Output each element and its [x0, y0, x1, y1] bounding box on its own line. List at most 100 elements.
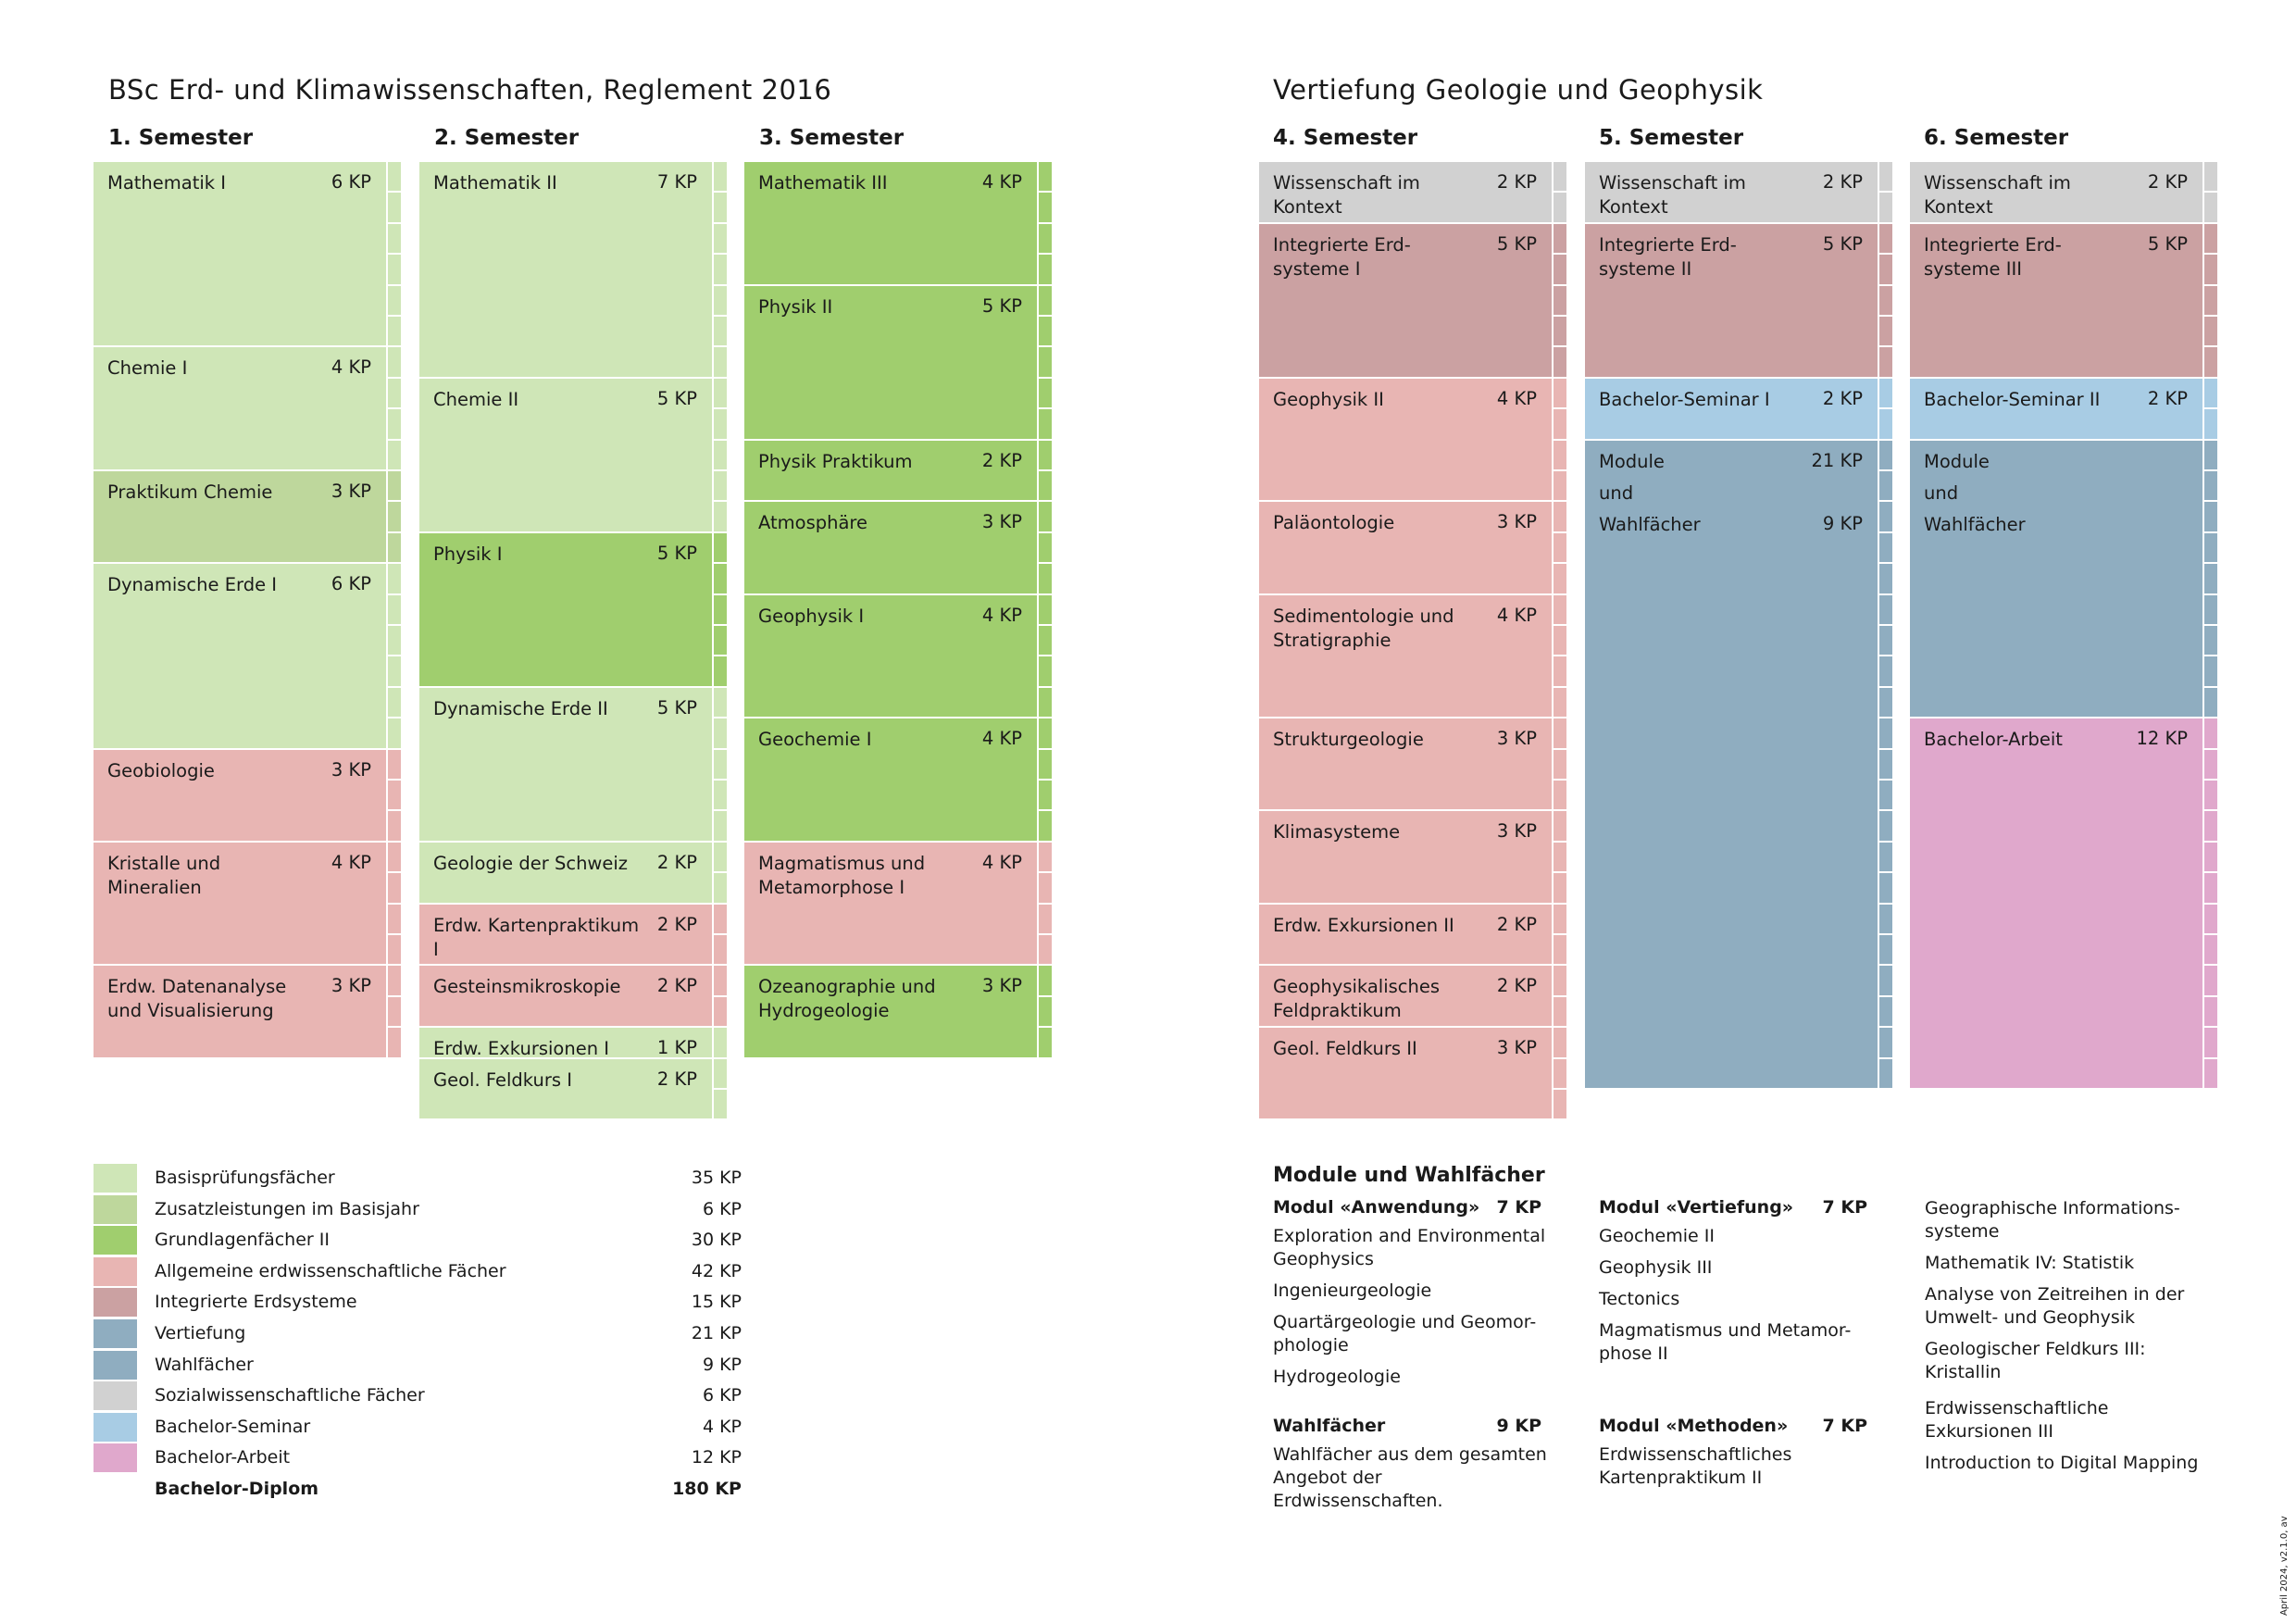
kp-unit-cell — [388, 626, 401, 657]
kp-unit-cell — [1879, 996, 1892, 1029]
legend-swatch — [94, 1319, 137, 1348]
course-name: Strukturgeologie — [1273, 729, 1424, 751]
course-block: Mathematik I 6 KP — [94, 162, 386, 348]
kp-unit-cell — [1879, 594, 1892, 626]
module-anwendung-kp: 7 KP — [1496, 1197, 1541, 1218]
kp-unit-cell — [1554, 687, 1566, 719]
kp-unit-cell — [714, 656, 727, 688]
course-name: Physik II — [758, 295, 833, 318]
course-name: Dynamische Erde I — [107, 574, 278, 596]
kp-unit-cell — [2204, 656, 2217, 688]
legend-label: Bachelor-Diplom — [155, 1479, 319, 1499]
kp-unit-cell — [2204, 471, 2217, 503]
kp-unit-cell — [1879, 842, 1892, 874]
kp-unit-cell — [1879, 440, 1892, 471]
course-block: Wissenschaft im Kontext 2 KP — [1910, 162, 2202, 224]
course-block: Erdw. Kartenpraktikum I 2 KP — [419, 904, 712, 967]
kp-unit-cell — [714, 347, 727, 379]
semester-header: 1. Semester — [108, 126, 254, 150]
course-kp: 5 KP — [1822, 232, 1863, 255]
course-block: Mathematik II 7 KP — [419, 162, 712, 379]
module-item: Erdwissenschaftliches Kartenpraktikum II — [1599, 1444, 1792, 1488]
course-kp: 4 KP — [981, 604, 1022, 626]
kp-unit-cell — [388, 656, 401, 688]
course-kp: 2 KP — [1496, 975, 1537, 997]
kp-unit-cell — [1879, 935, 1892, 967]
course-kp: 2 KP — [1496, 913, 1537, 935]
kp-unit-cell — [714, 1028, 727, 1059]
kp-unit-cell — [388, 749, 401, 781]
semester-header: 6. Semester — [1924, 126, 2069, 150]
legend: Basisprüfungsfächer 35 KP Zusatzleistungen… — [94, 1164, 742, 1499]
course-block: Module und Wahlfächer — [1910, 440, 2202, 719]
kp-unit-cell — [388, 317, 401, 348]
semester-header: 3. Semester — [759, 126, 905, 150]
course-kp: 2 KP — [656, 975, 697, 997]
course-name: Wahlfächer — [1599, 513, 1701, 535]
legend-item: Bachelor-Seminar 4 KP — [94, 1412, 742, 1442]
kp-unit-cell — [1039, 502, 1052, 533]
course-name: Erdw. Datenanalyse und Visualisierung — [107, 976, 287, 1022]
kp-unit-cell — [1039, 687, 1052, 719]
kp-unit-cell — [1039, 904, 1052, 935]
course-block: Bachelor-Seminar I 2 KP — [1585, 378, 1878, 441]
kp-unit-cell — [1879, 811, 1892, 843]
course-name: Physik I — [433, 543, 503, 565]
legend-kp: 6 KP — [702, 1198, 742, 1219]
course-kp: 6 KP — [331, 573, 371, 595]
kp-unit-cell — [388, 781, 401, 812]
course-kp: 2 KP — [1496, 171, 1537, 193]
kp-unit-cell — [388, 162, 401, 194]
kp-unit-cell — [1039, 162, 1052, 194]
course-name: Bachelor-Seminar I — [1599, 388, 1770, 410]
course-kp: 3 KP — [1496, 1037, 1537, 1059]
kp-unit-cell — [2204, 564, 2217, 595]
kp-unit-cell — [1554, 440, 1566, 471]
course-name: Atmosphäre — [758, 512, 867, 534]
kp-unit-cell — [1039, 656, 1052, 688]
course-block: Magmatismus und Metamorphose I 4 KP — [744, 842, 1037, 967]
kp-unit-cell — [388, 904, 401, 935]
kp-unit-cell — [714, 996, 727, 1029]
legend-label: Integrierte Erdsysteme — [155, 1292, 357, 1313]
kp-unit-cell — [388, 873, 401, 905]
course-kp: 3 KP — [331, 758, 371, 781]
kp-unit-cell — [1554, 594, 1566, 626]
kp-unit-cell — [714, 687, 727, 719]
course-name: Mathematik I — [107, 172, 227, 194]
kp-unit-cell — [388, 471, 401, 503]
course-block: Geochemie I 4 KP — [744, 718, 1037, 843]
version-note: April 2024, v2.1.0, av — [2279, 1516, 2290, 1616]
module-item: Magmatismus und Metamor-phose II — [1599, 1320, 1852, 1364]
kp-unit-cell — [388, 440, 401, 471]
kp-unit-cell — [1039, 1028, 1052, 1059]
course-name: und — [1599, 481, 1634, 504]
kp-unit-cell — [388, 223, 401, 256]
kp-unit-cell — [714, 162, 727, 194]
kp-unit-cell — [1039, 471, 1052, 503]
legend-label: Bachelor-Arbeit — [155, 1447, 291, 1468]
kp-unit-cell — [2204, 223, 2217, 256]
kp-unit-cell — [1039, 285, 1052, 317]
kp-unit-cell — [1554, 873, 1566, 905]
course-kp: 4 KP — [981, 728, 1022, 750]
kp-unit-cell — [714, 781, 727, 812]
course-name: Kristalle und Mineralien — [107, 852, 221, 898]
kp-unit-cell — [714, 1090, 727, 1121]
course-kp: 3 KP — [1496, 728, 1537, 750]
legend-kp: 12 KP — [691, 1447, 742, 1468]
kp-unit-cell — [2204, 781, 2217, 812]
course-name: Erdw. Exkursionen II — [1273, 914, 1454, 936]
kp-unit-cell — [1554, 162, 1566, 194]
kp-unit-cell — [1554, 749, 1566, 781]
kp-unit-cell — [1554, 564, 1566, 595]
course-kp: 2 KP — [656, 913, 697, 935]
legend-kp: 180 KP — [672, 1479, 742, 1499]
kp-unit-cell — [1554, 347, 1566, 379]
kp-unit-cell — [388, 996, 401, 1029]
kp-unit-cell — [1879, 564, 1892, 595]
course-kp: 4 KP — [1496, 387, 1537, 409]
course-kp: 2 KP — [2147, 171, 2188, 193]
module-methoden-label: Modul «Methoden» — [1599, 1416, 1789, 1436]
kp-unit-cell — [1039, 223, 1052, 256]
